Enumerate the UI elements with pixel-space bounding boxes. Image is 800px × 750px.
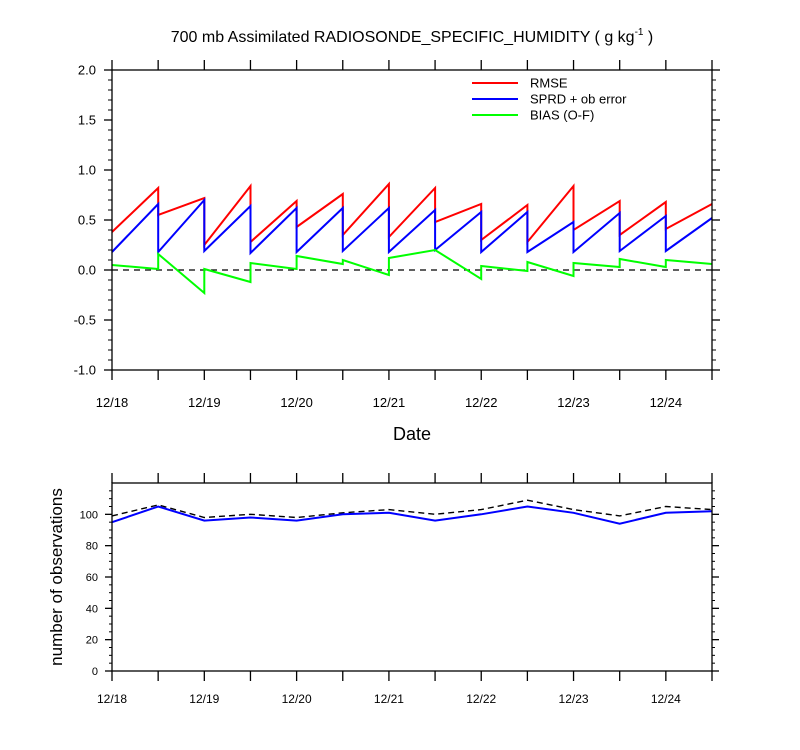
chart-title: 700 mb Assimilated RADIOSONDE_SPECIFIC_H… [171, 27, 654, 46]
y-tick-label: 20 [86, 635, 98, 647]
series-line-bias-o-f [111, 248, 713, 296]
y-tick-label: -0.5 [74, 313, 96, 328]
x-axis-label: Date [393, 424, 431, 444]
y-tick-label: -1.0 [74, 363, 96, 378]
x-tick-label: 12/21 [373, 395, 406, 410]
x-tick-label: 12/21 [374, 692, 404, 706]
y-tick-label: 0.5 [78, 213, 96, 228]
x-tick-label: 12/18 [97, 692, 127, 706]
y-tick-label: 60 [86, 572, 98, 584]
y-tick-label: 80 [86, 541, 98, 553]
bottom-plot-frame [111, 482, 713, 672]
y-tick-label: 40 [86, 603, 98, 615]
y-tick-label: 1.0 [78, 163, 96, 178]
bottom-chart: 0 20 40 60 80 100 12/18 12/19 12/20 12/21 12/22 12/… [47, 473, 719, 706]
x-tick-label: 12/24 [650, 395, 683, 410]
x-tick-label: 12/23 [557, 395, 590, 410]
series-line-rmse [111, 181, 713, 248]
legend-label: BIAS (O-F) [530, 108, 594, 123]
observations-dashed-line [111, 499, 713, 519]
x-tick-label: 12/23 [559, 692, 589, 706]
y-tick-label: 2.0 [78, 63, 96, 78]
x-tick-label: 12/19 [188, 395, 221, 410]
series-line-sprd-ob-error [111, 197, 713, 256]
y-tick-label: 100 [80, 509, 98, 521]
legend-label: RMSE [530, 76, 568, 91]
x-tick-label: 12/19 [189, 692, 219, 706]
y-tick-label: 0 [92, 666, 98, 678]
y-axis-label: number of observations [47, 488, 66, 666]
legend-label: SPRD + ob error [530, 92, 627, 107]
x-tick-label: 12/20 [280, 395, 313, 410]
y-tick-label: 0.0 [78, 263, 96, 278]
x-tick-label: 12/22 [465, 395, 498, 410]
top-plot-frame [111, 69, 713, 371]
observations-solid-line [111, 505, 713, 525]
y-tick-label: 1.5 [78, 113, 96, 128]
x-tick-label: 12/20 [282, 692, 312, 706]
x-tick-label: 12/24 [651, 692, 681, 706]
x-tick-label: 12/18 [96, 395, 129, 410]
x-tick-label: 12/22 [466, 692, 496, 706]
